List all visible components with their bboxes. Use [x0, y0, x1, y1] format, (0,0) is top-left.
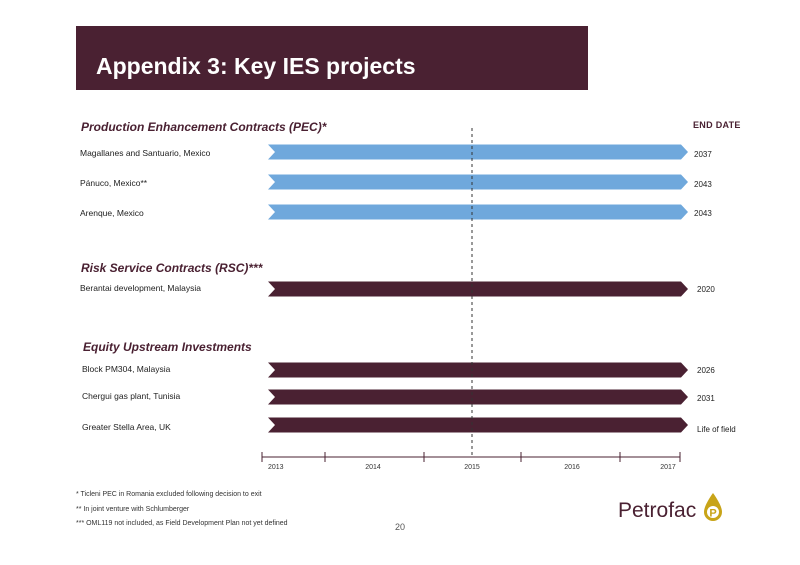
project-label: Pánuco, Mexico** [80, 178, 148, 188]
project-label: Arenque, Mexico [80, 208, 144, 218]
end-date-label: Life of field [697, 425, 736, 434]
oil-drop-icon: P [704, 493, 722, 521]
x-tick-label: 2014 [365, 464, 381, 471]
end-date-label: 2043 [694, 180, 712, 189]
x-tick-label: 2016 [564, 464, 580, 471]
end-date-header: END DATE [693, 120, 741, 130]
footnote: * Ticleni PEC in Romania excluded follow… [76, 491, 262, 498]
end-date-label: 2031 [697, 394, 715, 403]
x-tick-label: 2017 [660, 464, 676, 471]
gantt-bar [268, 174, 688, 190]
end-date-label: 2043 [694, 209, 712, 218]
gantt-bar [268, 362, 688, 378]
page-title: Appendix 3: Key IES projects [96, 53, 416, 79]
gantt-bar [268, 281, 688, 297]
project-label: Greater Stella Area, UK [82, 422, 171, 432]
gantt-bar [268, 144, 688, 160]
end-date-label: 2037 [694, 150, 712, 159]
project-label: Magallanes and Santuario, Mexico [80, 148, 211, 158]
end-date-label: 2026 [697, 366, 715, 375]
project-label: Chergui gas plant, Tunisia [82, 391, 181, 401]
section-title-equity: Equity Upstream Investments [83, 340, 252, 354]
section-title-rsc: Risk Service Contracts (RSC)*** [81, 261, 263, 275]
x-tick-label: 2015 [464, 464, 480, 471]
x-tick-label: 2013 [268, 464, 284, 471]
gantt-bar [268, 389, 688, 405]
project-label: Berantai development, Malaysia [80, 283, 201, 293]
end-date-label: 2020 [697, 285, 715, 294]
petrofac-logo: Petrofac P [618, 492, 728, 522]
footnote: *** OML119 not included, as Field Develo… [76, 520, 288, 527]
section-title-pec: Production Enhancement Contracts (PEC)* [81, 120, 327, 134]
project-label: Block PM304, Malaysia [82, 364, 171, 374]
gantt-bar [268, 417, 688, 433]
gantt-bar [268, 204, 688, 220]
footnote: ** In joint venture with Schlumberger [76, 506, 190, 513]
page-number: 20 [395, 522, 406, 532]
title-bar: Appendix 3: Key IES projects [76, 26, 588, 90]
svg-text:P: P [709, 508, 716, 520]
logo-wordmark: Petrofac [618, 499, 697, 522]
